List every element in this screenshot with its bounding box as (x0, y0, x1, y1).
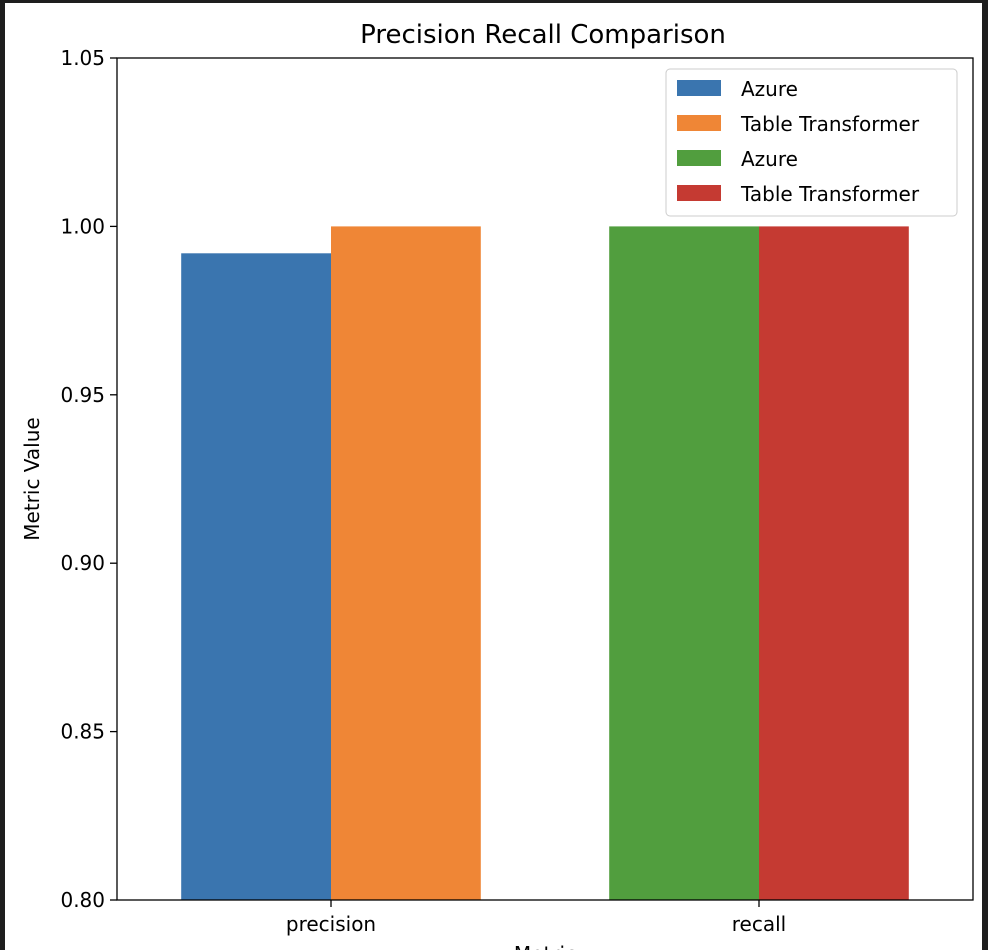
legend-entries: Azure Table Transformer Azure Table Transfo… (677, 77, 920, 206)
plot-area-border (116, 57, 974, 901)
x-tick-label-recall: recall (732, 912, 786, 936)
y-tick-label: 0.95 (60, 383, 105, 407)
legend-label: Azure (741, 147, 798, 171)
chart-figure: Precision Recall Comparison 0.80 0.85 0.90… (5, 3, 982, 950)
x-tick-label-precision: precision (286, 912, 376, 936)
y-tick-label: 0.80 (60, 888, 105, 912)
legend-label: Table Transformer (740, 182, 920, 206)
x-axis-label: Metric (514, 942, 576, 950)
chart-title: Precision Recall Comparison (360, 20, 726, 50)
bar-recall-table-transformer (759, 226, 909, 900)
legend-label: Table Transformer (740, 112, 920, 136)
bar-precision-azure (181, 253, 331, 901)
legend-box (665, 68, 958, 217)
x-axis-ticks: precision recall (286, 900, 786, 936)
y-tick-label: 1.05 (60, 46, 105, 70)
bar-chart: Precision Recall Comparison 0.80 0.85 0.90… (20, 20, 974, 950)
legend-swatch (677, 185, 721, 201)
y-tick-label: 0.90 (60, 551, 105, 575)
y-axis-label: Metric Value (20, 417, 44, 540)
legend-swatch (677, 80, 721, 96)
y-tick-label: 0.85 (60, 720, 105, 744)
legend-label: Azure (741, 77, 798, 101)
bar-precision-table-transformer (331, 226, 481, 900)
bar-recall-azure (609, 226, 759, 900)
y-tick-label: 1.00 (60, 214, 105, 238)
legend-swatch (677, 150, 721, 166)
y-axis-ticks: 0.80 0.85 0.90 0.95 1.00 1.05 (60, 46, 117, 912)
bars-layer (181, 226, 909, 901)
legend: Azure Table Transformer Azure Table Transfo… (665, 68, 958, 217)
legend-swatch (677, 115, 721, 131)
